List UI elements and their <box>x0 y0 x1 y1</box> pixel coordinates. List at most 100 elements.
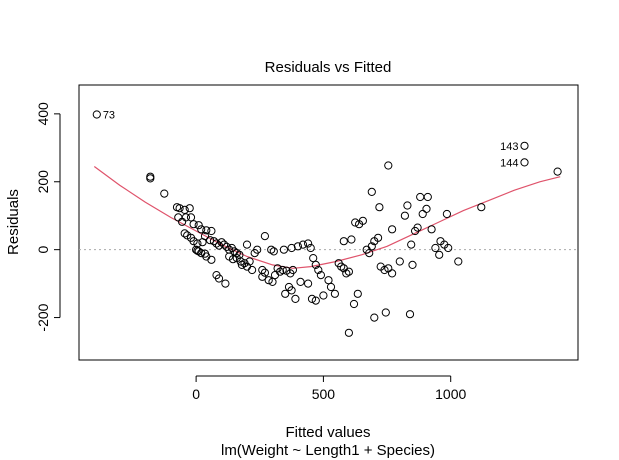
chart-title: Residuals vs Fitted <box>265 59 392 76</box>
data-point <box>395 257 404 266</box>
data-point <box>269 247 278 256</box>
data-point <box>314 265 323 275</box>
y-tick-label: 400 <box>35 102 51 126</box>
data-point <box>349 299 359 309</box>
data-point <box>316 271 325 280</box>
data-point <box>347 235 356 244</box>
data-point <box>260 268 269 277</box>
data-point <box>202 226 211 235</box>
data-point <box>175 204 184 213</box>
data-point <box>423 192 432 202</box>
data-point <box>330 289 339 298</box>
data-point <box>380 265 389 275</box>
data-point <box>237 260 246 269</box>
data-point <box>189 220 198 229</box>
data-point <box>408 260 417 269</box>
data-point <box>242 240 252 249</box>
point-labels: 73 143 144 <box>103 110 519 170</box>
data-point <box>309 254 318 263</box>
data-point <box>194 221 203 230</box>
outlier-label: 144 <box>500 157 518 169</box>
data-point <box>220 240 229 249</box>
y-tick-label: 200 <box>35 170 51 194</box>
data-point <box>221 279 230 288</box>
data-point <box>344 328 353 337</box>
data-point <box>293 242 302 251</box>
data-point <box>319 291 328 300</box>
data-point <box>444 243 453 253</box>
data-point <box>186 213 196 222</box>
data-point <box>326 282 336 292</box>
x-tick-label: 0 <box>192 386 200 402</box>
data-point <box>279 245 288 254</box>
data-point <box>248 265 257 275</box>
data-point <box>214 274 224 283</box>
data-point <box>304 239 313 248</box>
data-point <box>324 276 333 285</box>
y-tick-label: 0 <box>35 246 51 254</box>
data-point <box>207 255 216 264</box>
data-point <box>520 141 529 150</box>
data-point <box>260 232 269 241</box>
data-point <box>258 272 267 281</box>
data-point <box>477 203 486 212</box>
data-point <box>384 161 393 170</box>
outlier-label: 73 <box>103 110 115 122</box>
data-point <box>311 296 320 305</box>
data-point <box>374 233 383 242</box>
data-point <box>435 250 444 259</box>
data-point <box>337 262 346 271</box>
data-point <box>270 271 280 280</box>
data-point <box>253 245 262 254</box>
x-tick-label: 1000 <box>435 386 466 402</box>
data-point <box>344 267 353 276</box>
data-point <box>264 276 273 285</box>
data-point <box>353 289 362 298</box>
data-point <box>197 225 206 234</box>
data-point <box>278 265 287 275</box>
x-axis-label: Fitted values <box>285 424 370 441</box>
y-axis-label: Residuals <box>5 189 22 255</box>
data-point <box>245 257 254 266</box>
data-point <box>365 249 374 258</box>
data-point <box>427 225 436 234</box>
data-point <box>232 249 241 258</box>
data-point <box>339 237 348 246</box>
data-point <box>304 279 313 288</box>
data-points <box>92 110 562 337</box>
data-point <box>291 294 300 303</box>
data-point <box>287 286 296 295</box>
data-point <box>442 209 451 219</box>
data-point <box>351 218 360 227</box>
data-point <box>209 237 218 246</box>
plot-frame <box>78 84 579 361</box>
data-point <box>267 245 276 254</box>
data-point <box>418 209 427 219</box>
data-point <box>281 289 290 298</box>
data-point <box>185 204 194 213</box>
data-point <box>307 294 317 303</box>
data-point <box>296 277 305 286</box>
y-axis: -200 0 200 400 <box>35 102 61 332</box>
data-point <box>180 229 189 238</box>
data-point <box>306 243 315 253</box>
data-point <box>367 187 376 196</box>
outlier-label: 143 <box>500 141 518 153</box>
data-point <box>403 201 412 210</box>
data-point <box>375 203 384 212</box>
data-point <box>160 189 169 198</box>
data-point <box>92 110 101 119</box>
data-point <box>553 167 562 176</box>
data-point <box>454 257 463 266</box>
x-tick-label: 500 <box>312 386 336 402</box>
data-point <box>217 238 226 247</box>
data-point <box>146 174 155 183</box>
data-point <box>206 236 215 245</box>
data-point <box>276 267 285 276</box>
y-tick-label: -200 <box>35 303 51 331</box>
smooth-curve <box>93 166 561 269</box>
data-point <box>193 246 202 255</box>
data-point <box>311 260 320 269</box>
model-formula: lm(Weight ~ Length1 + Species) <box>221 442 435 459</box>
